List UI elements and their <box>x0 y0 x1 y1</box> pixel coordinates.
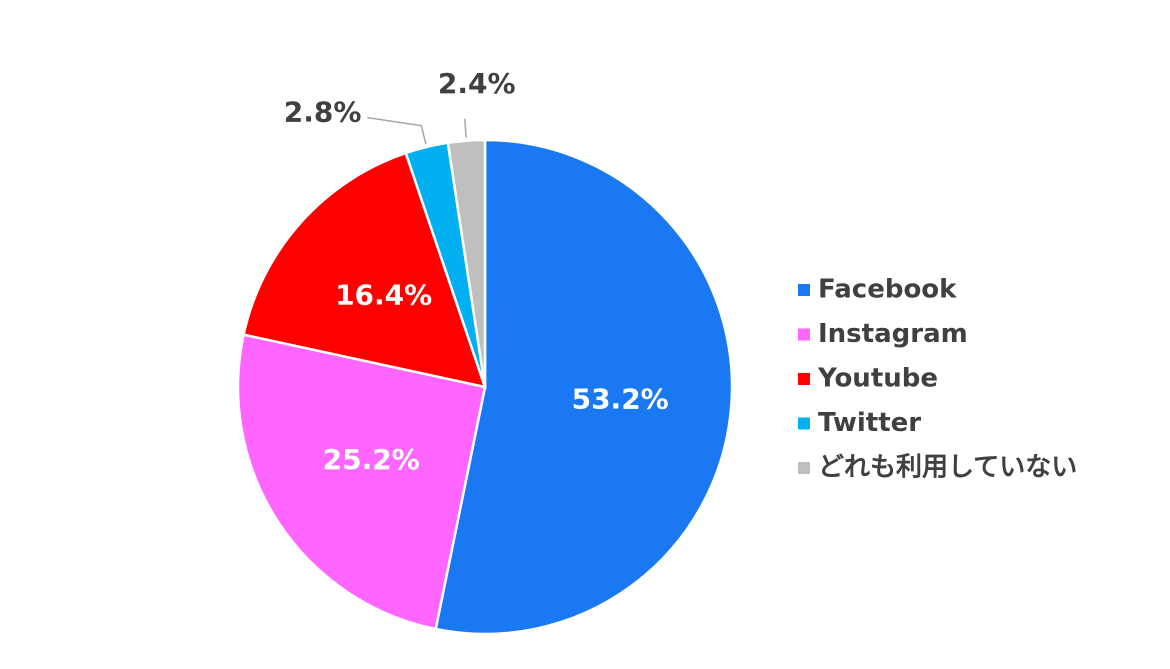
legend-label: Youtube <box>817 364 938 394</box>
legend-swatch <box>798 373 810 385</box>
data-label: 53.2% <box>572 383 669 416</box>
legend-swatch <box>798 284 810 296</box>
legend-swatch <box>798 462 810 474</box>
legend-label: Instagram <box>818 319 968 349</box>
legend-label: どれも利用していない <box>818 453 1077 483</box>
pie-slice <box>434 138 734 636</box>
leader-line <box>463 118 467 138</box>
pie-slice <box>446 138 487 388</box>
legend-label: Twitter <box>818 408 921 438</box>
leader-line <box>367 116 427 145</box>
data-label: 16.4% <box>335 279 432 312</box>
legend-label: Facebook <box>818 275 957 305</box>
legend-swatch <box>798 328 810 341</box>
data-label: 2.8% <box>284 96 362 129</box>
data-label: 2.4% <box>438 67 516 100</box>
legend-swatch <box>798 417 810 430</box>
data-label: 25.2% <box>323 443 420 476</box>
pie-slice <box>236 333 487 631</box>
